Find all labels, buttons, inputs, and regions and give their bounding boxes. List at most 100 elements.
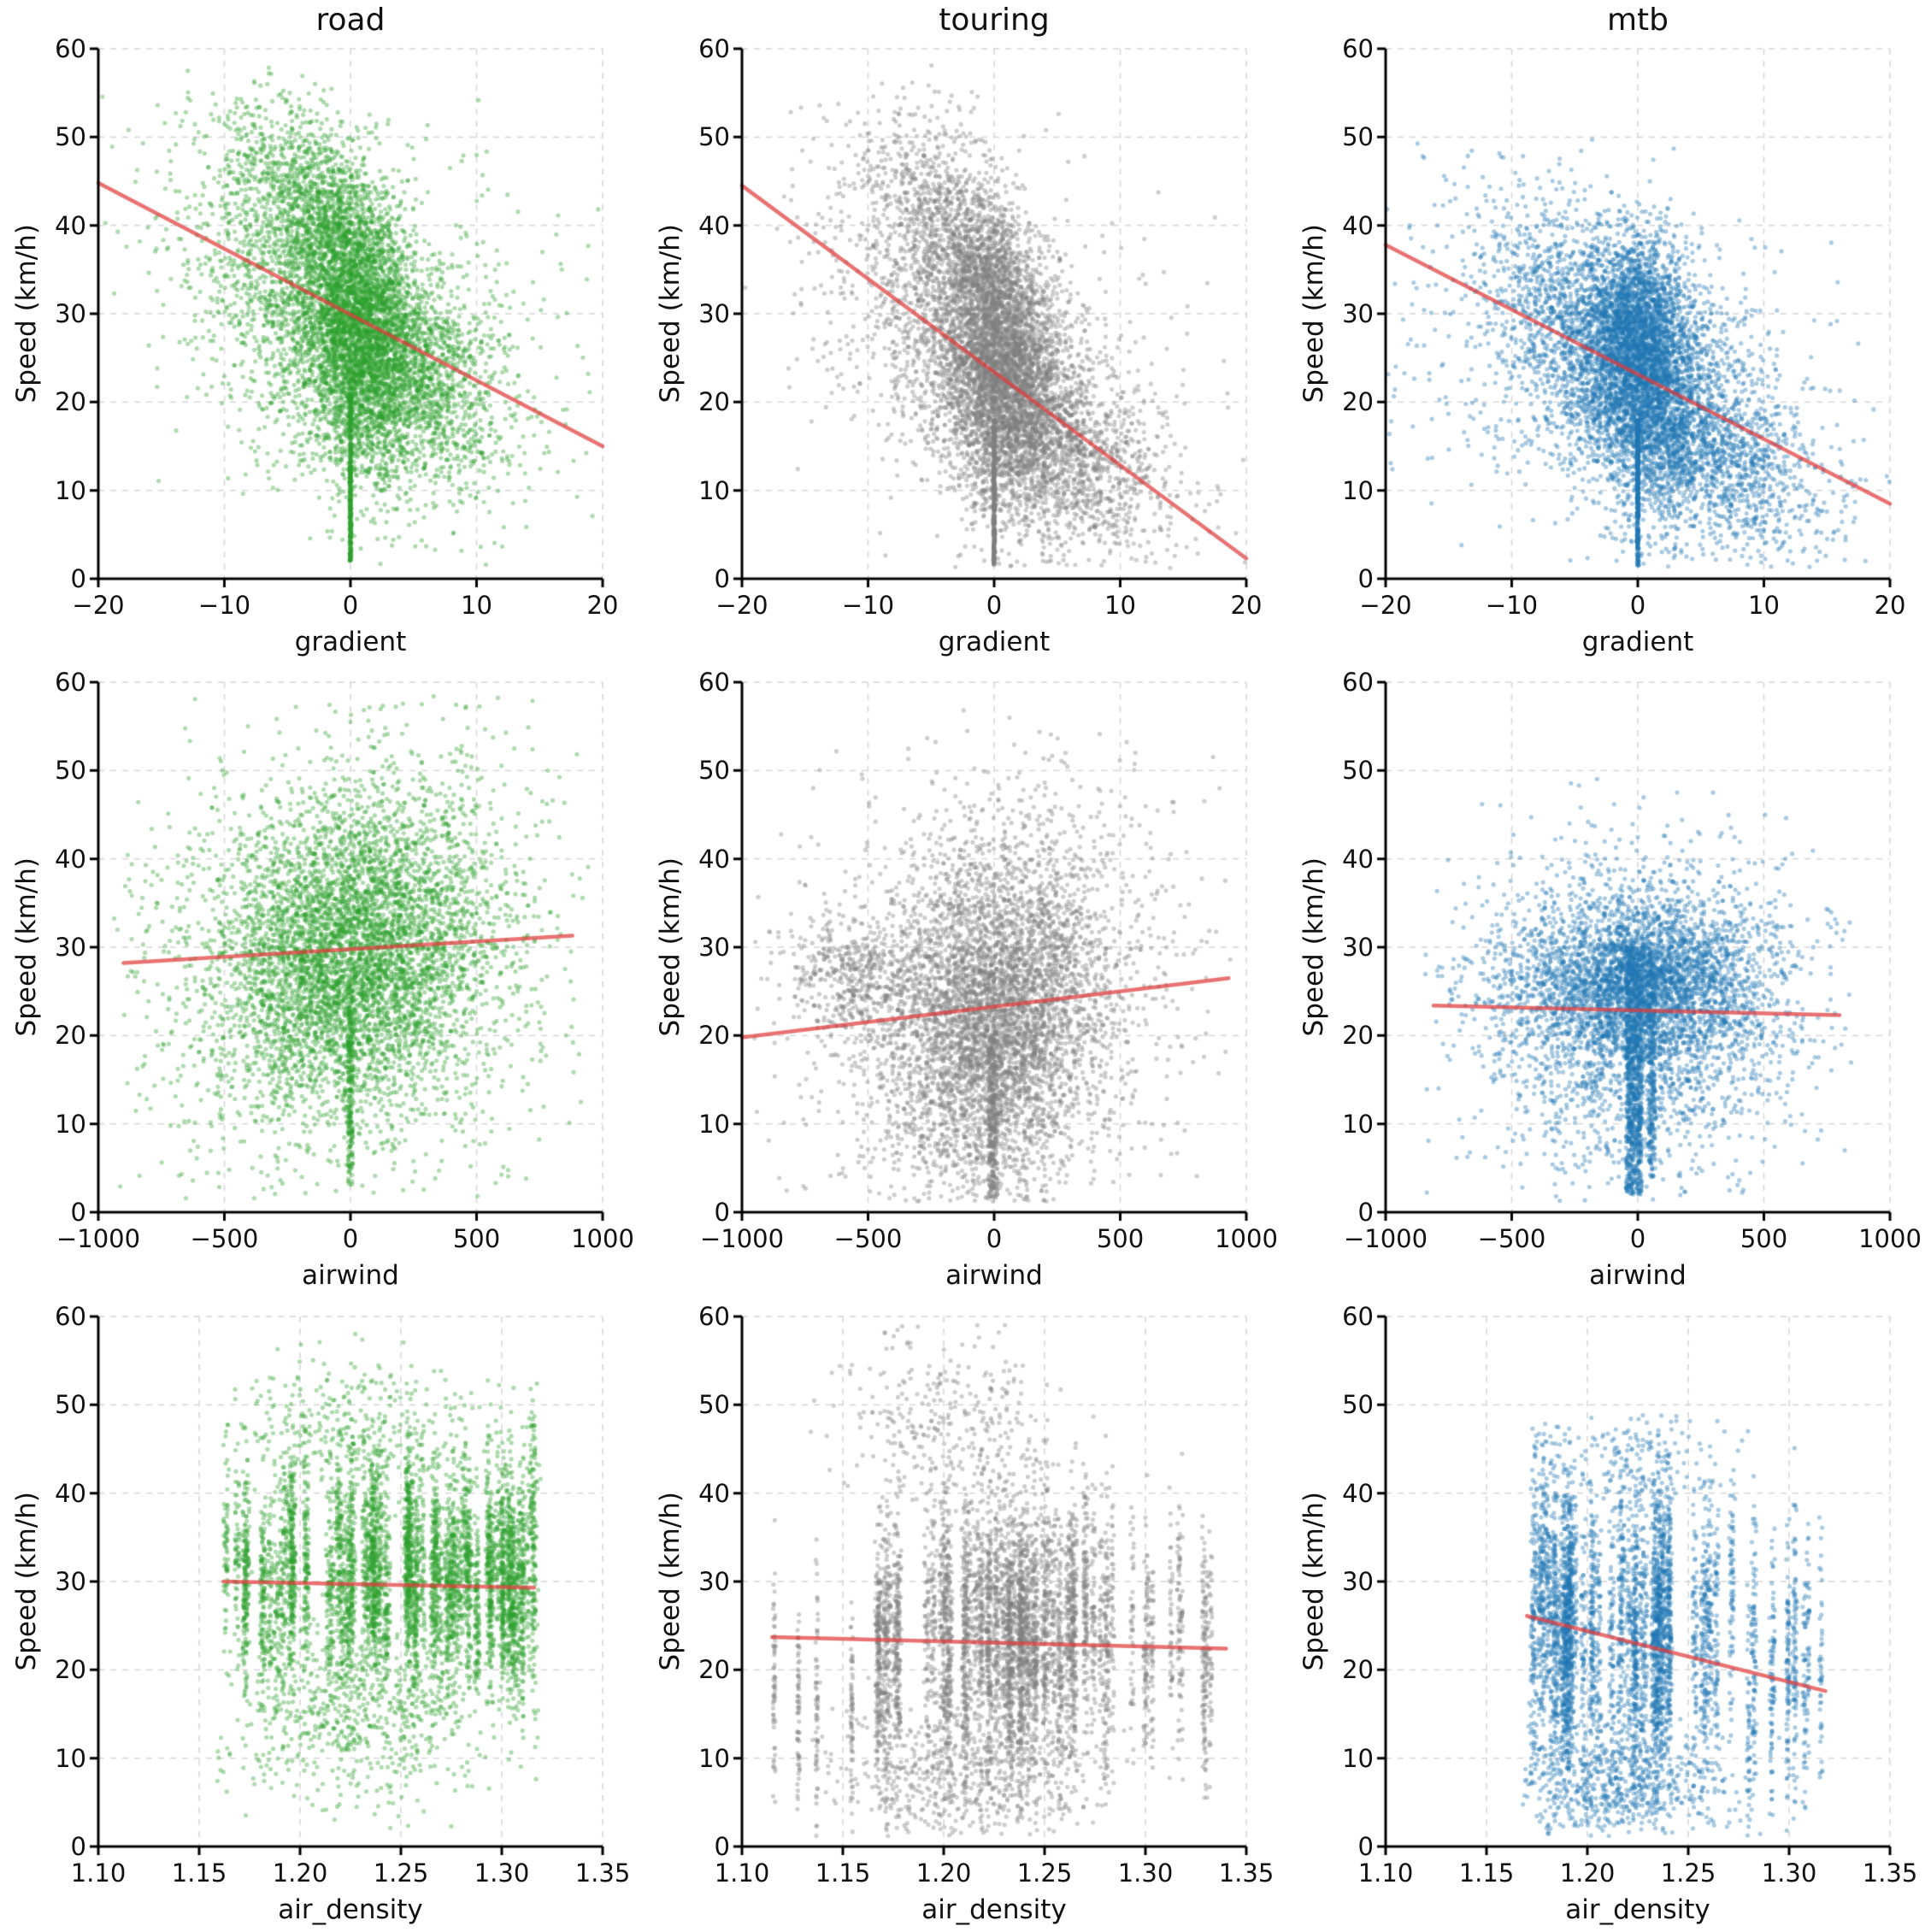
x-axis-ticks: −20 −10 0 10 20 xyxy=(72,591,618,623)
x-tick-label: −20 xyxy=(1359,591,1412,620)
x-axis-label: air_density xyxy=(921,1894,1067,1925)
x-tick-label: 500 xyxy=(1096,1224,1145,1253)
scatter-canvas xyxy=(1287,644,1931,1287)
x-tick-label: −20 xyxy=(72,591,125,620)
y-tick-label: 0 xyxy=(714,564,730,593)
y-tick-label: 60 xyxy=(1342,1302,1374,1331)
x-axis-ticks: −1000 −500 0 500 1000 xyxy=(1344,1224,1922,1257)
y-tick-label: 0 xyxy=(1357,1198,1374,1227)
x-tick-label: 1.15 xyxy=(1458,1858,1515,1888)
x-tick-label: −10 xyxy=(197,591,251,620)
x-tick-label: −500 xyxy=(190,1224,259,1253)
x-axis-label: air_density xyxy=(278,1894,423,1925)
y-tick-label: 20 xyxy=(698,387,730,417)
y-tick-label: 10 xyxy=(1342,1109,1374,1139)
panel-title: road xyxy=(315,3,386,38)
x-tick-label: 1.20 xyxy=(915,1858,972,1888)
y-tick-label: 60 xyxy=(698,34,730,63)
y-tick-label: 10 xyxy=(1342,475,1374,505)
y-tick-label: 60 xyxy=(1342,34,1374,63)
x-tick-label: 1.35 xyxy=(1862,1858,1918,1888)
panel-mtb-airwind: Speed (km/h) 60 50 40 30 20 10 0 −1000 −… xyxy=(1287,644,1931,1291)
y-axis-ticks: 60 50 40 30 20 10 0 xyxy=(1287,1302,1374,1861)
scatter-canvas xyxy=(644,0,1287,644)
x-tick-label: 10 xyxy=(1104,591,1136,620)
x-tick-label: 1.30 xyxy=(1761,1858,1817,1888)
x-tick-label: −500 xyxy=(833,1224,903,1253)
scatter-canvas xyxy=(0,0,644,644)
y-tick-label: 20 xyxy=(698,1021,730,1051)
x-axis-ticks: 1.10 1.15 1.20 1.25 1.30 1.35 xyxy=(1358,1858,1918,1891)
x-tick-label: 1.15 xyxy=(815,1858,871,1888)
x-tick-label: 0 xyxy=(1629,1224,1646,1253)
x-tick-label: 1000 xyxy=(571,1224,634,1253)
x-tick-label: 0 xyxy=(342,1224,359,1253)
panel-mtb-air_density: Speed (km/h) 60 50 40 30 20 10 0 1.10 1.… xyxy=(1287,1287,1931,1931)
x-tick-label: −500 xyxy=(1477,1224,1546,1253)
x-axis-ticks: −1000 −500 0 500 1000 xyxy=(700,1224,1278,1257)
panel-road-air_density: Speed (km/h) 60 50 40 30 20 10 0 1.10 1.… xyxy=(0,1287,644,1931)
x-axis-ticks: 1.10 1.15 1.20 1.25 1.30 1.35 xyxy=(715,1858,1275,1891)
y-axis-ticks: 60 50 40 30 20 10 0 xyxy=(0,34,86,593)
x-axis-label: airwind xyxy=(302,1260,399,1291)
x-tick-label: 1000 xyxy=(1858,1224,1922,1253)
x-axis-label: air_density xyxy=(1565,1894,1710,1925)
panel-touring-gradient: touring Speed (km/h) 60 50 40 30 20 10 0… xyxy=(644,0,1287,657)
x-tick-label: 1.25 xyxy=(1016,1858,1073,1888)
y-tick-label: 30 xyxy=(698,299,730,328)
y-tick-label: 40 xyxy=(698,210,730,240)
panel-touring-airwind: Speed (km/h) 60 50 40 30 20 10 0 −1000 −… xyxy=(644,644,1287,1291)
y-tick-label: 20 xyxy=(55,1655,86,1685)
y-tick-label: 20 xyxy=(55,387,86,417)
y-tick-label: 60 xyxy=(698,1302,730,1331)
y-tick-label: 30 xyxy=(1342,1567,1374,1596)
x-tick-label: 20 xyxy=(1230,591,1263,620)
y-tick-label: 0 xyxy=(70,564,86,593)
y-tick-label: 30 xyxy=(698,1567,730,1596)
y-tick-label: 50 xyxy=(698,756,730,786)
y-tick-label: 10 xyxy=(698,1109,730,1139)
y-tick-label: 40 xyxy=(1342,844,1374,874)
y-tick-label: 60 xyxy=(1342,668,1374,697)
x-tick-label: 1.25 xyxy=(373,1858,429,1888)
x-axis-ticks: −1000 −500 0 500 1000 xyxy=(56,1224,634,1257)
y-tick-label: 20 xyxy=(55,1021,86,1051)
panel-road-airwind: Speed (km/h) 60 50 40 30 20 10 0 −1000 −… xyxy=(0,644,644,1291)
y-tick-label: 0 xyxy=(1357,1832,1374,1861)
y-axis-ticks: 60 50 40 30 20 10 0 xyxy=(0,668,86,1227)
x-tick-label: 10 xyxy=(1748,591,1780,620)
y-axis-ticks: 60 50 40 30 20 10 0 xyxy=(644,668,730,1227)
y-tick-label: 10 xyxy=(698,1743,730,1773)
y-tick-label: 50 xyxy=(1342,122,1374,152)
x-tick-label: 1.10 xyxy=(70,1858,127,1888)
x-tick-label: −10 xyxy=(841,591,895,620)
x-tick-label: 1.30 xyxy=(1117,1858,1174,1888)
panel-mtb-gradient: mtb Speed (km/h) 60 50 40 30 20 10 0 −20… xyxy=(1287,0,1931,657)
y-tick-label: 10 xyxy=(55,475,86,505)
y-axis-ticks: 60 50 40 30 20 10 0 xyxy=(644,1302,730,1861)
y-tick-label: 10 xyxy=(55,1743,86,1773)
y-tick-label: 20 xyxy=(1342,387,1374,417)
x-tick-label: −1000 xyxy=(699,1224,785,1253)
y-axis-ticks: 60 50 40 30 20 10 0 xyxy=(1287,668,1374,1227)
y-tick-label: 30 xyxy=(698,933,730,962)
y-tick-label: 50 xyxy=(698,1390,730,1420)
x-tick-label: −20 xyxy=(715,591,768,620)
y-tick-label: 20 xyxy=(1342,1021,1374,1051)
y-tick-label: 30 xyxy=(55,933,86,962)
x-tick-label: 1.25 xyxy=(1660,1858,1716,1888)
y-tick-label: 50 xyxy=(1342,756,1374,786)
x-tick-label: 1000 xyxy=(1215,1224,1278,1253)
x-tick-label: 1.10 xyxy=(714,1858,770,1888)
y-tick-label: 40 xyxy=(55,210,86,240)
y-tick-label: 10 xyxy=(55,1109,86,1139)
x-tick-label: 1.35 xyxy=(1218,1858,1275,1888)
scatter-canvas xyxy=(0,644,644,1287)
y-tick-label: 40 xyxy=(55,844,86,874)
x-tick-label: 1.30 xyxy=(474,1858,530,1888)
x-tick-label: 0 xyxy=(986,1224,1003,1253)
x-axis-label: airwind xyxy=(945,1260,1043,1291)
y-tick-label: 30 xyxy=(1342,933,1374,962)
x-tick-label: 1.15 xyxy=(171,1858,227,1888)
x-tick-label: 1.10 xyxy=(1357,1858,1414,1888)
